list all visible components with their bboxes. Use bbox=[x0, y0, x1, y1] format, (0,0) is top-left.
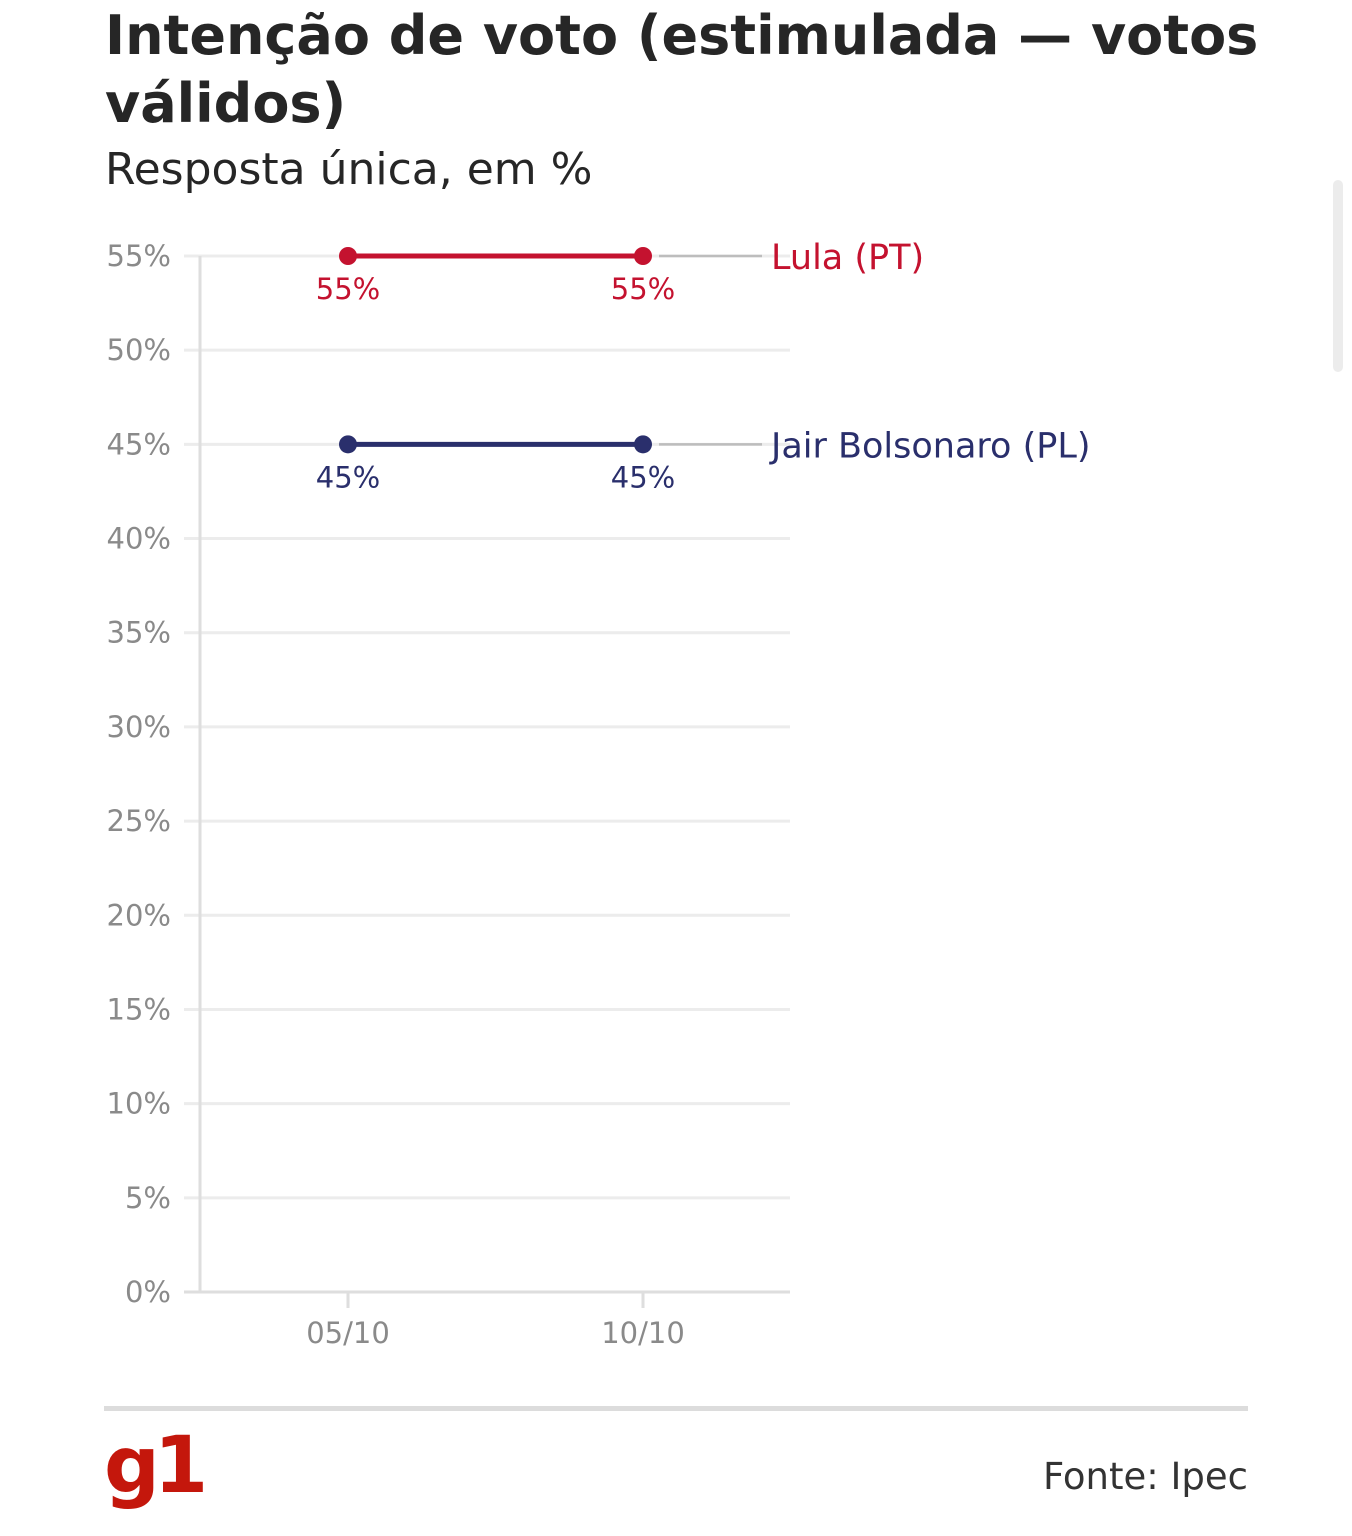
data-label: 55% bbox=[316, 272, 380, 306]
y-tick-label: 0% bbox=[125, 1275, 171, 1309]
data-label: 55% bbox=[611, 272, 675, 306]
axes: 0% 5% 10% 15% 20% 25% 30% 35% 40% 45% 50% 55% 05/10 1… bbox=[107, 239, 790, 1350]
g1-logo[interactable]: g1 bbox=[104, 1421, 208, 1511]
y-tick-label: 10% bbox=[107, 1087, 171, 1121]
y-tick-label: 45% bbox=[107, 427, 171, 461]
scrollbar[interactable] bbox=[1333, 180, 1343, 372]
y-tick-label: 20% bbox=[107, 898, 171, 932]
data-point bbox=[634, 435, 652, 454]
data-point bbox=[339, 247, 357, 265]
y-tick-label: 5% bbox=[125, 1181, 171, 1215]
footer-divider bbox=[104, 1406, 1248, 1411]
data-label: 45% bbox=[611, 460, 675, 494]
line-chart: 0% 5% 10% 15% 20% 25% 30% 35% 40% 45% 50% 55% 05/10 1… bbox=[107, 238, 1091, 1350]
y-tick-label: 30% bbox=[107, 710, 171, 744]
y-tick-label: 25% bbox=[107, 804, 171, 838]
y-tick-label: 15% bbox=[107, 992, 171, 1026]
data-point bbox=[634, 247, 652, 265]
series-name-label: Jair Bolsonaro (PL) bbox=[769, 426, 1091, 466]
chart-title: Intenção de voto (estimulada — votos vál… bbox=[105, 4, 1259, 135]
data-point bbox=[339, 435, 357, 454]
chart-subtitle: Resposta única, em % bbox=[105, 144, 593, 195]
series-1: 45% 45% Jair Bolsonaro (PL) bbox=[316, 426, 1091, 494]
series-0: 55% 55% Lula (PT) bbox=[316, 238, 924, 306]
y-tick-label: 50% bbox=[107, 333, 171, 367]
data-label: 45% bbox=[316, 460, 380, 494]
gridlines bbox=[184, 254, 790, 1200]
x-tick-label: 10/10 bbox=[601, 1316, 685, 1350]
series: 55% 55% Lula (PT) 45% 45% Jair Bolsonaro (PL) bbox=[316, 238, 1091, 494]
source-note: Fonte: Ipec bbox=[1042, 1455, 1248, 1498]
y-tick-label: 55% bbox=[107, 239, 171, 273]
y-tick-label: 40% bbox=[107, 522, 171, 556]
x-tick-label: 05/10 bbox=[306, 1316, 390, 1350]
series-name-label: Lula (PT) bbox=[771, 238, 924, 278]
y-tick-label: 35% bbox=[107, 616, 171, 650]
